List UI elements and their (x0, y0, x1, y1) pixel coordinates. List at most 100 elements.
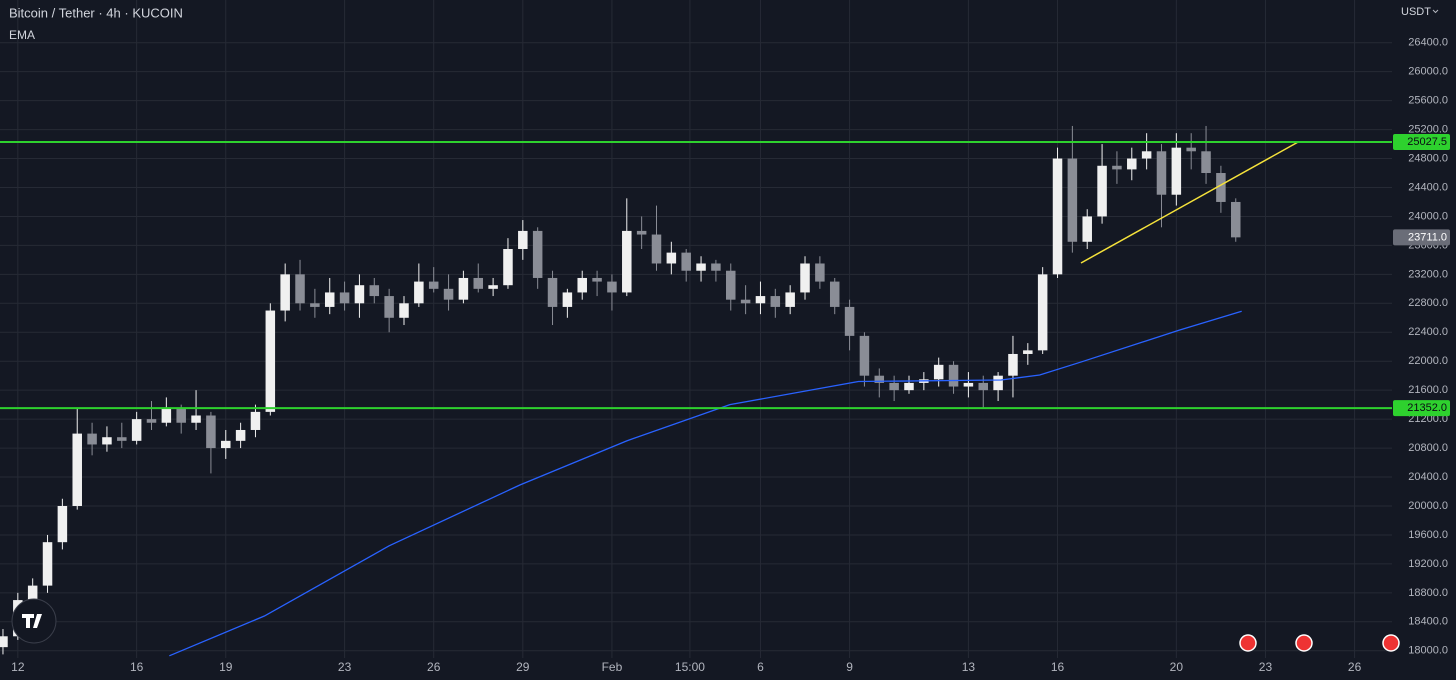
candle-body (666, 252, 677, 264)
candle-body (1082, 216, 1092, 242)
candle-body (443, 288, 454, 300)
candle-body (1127, 158, 1137, 170)
y-tick-label: 24000.0 (1408, 210, 1448, 222)
candle-body (1008, 353, 1018, 376)
candle-body (324, 292, 335, 307)
candle-body (948, 364, 959, 387)
candle-body (1156, 151, 1167, 195)
y-tick-label: 18800.0 (1408, 587, 1448, 599)
candle-body (711, 263, 721, 271)
candle-body (1216, 173, 1226, 202)
x-tick-label: 26 (427, 660, 441, 674)
candle-body (310, 303, 320, 307)
level-price-tag (1393, 400, 1450, 417)
candle-body (280, 274, 290, 311)
x-tick-label: 16 (130, 660, 144, 674)
candle-body (1067, 158, 1078, 242)
candle-body (651, 234, 662, 264)
y-tick-label: 25600.0 (1408, 95, 1448, 107)
candle-body (369, 285, 380, 297)
y-tick-label: 19200.0 (1408, 558, 1448, 570)
candle-body (607, 281, 617, 293)
currency-label[interactable]: USDT (1401, 6, 1431, 18)
candle-body (503, 249, 513, 286)
y-tick-label: 22400.0 (1408, 326, 1448, 338)
candle-body (265, 310, 276, 412)
candle-body (904, 382, 914, 391)
y-tick-label: 18400.0 (1408, 616, 1448, 628)
logo-circle[interactable] (11, 598, 57, 644)
candle-body (117, 437, 127, 441)
candle-body (592, 277, 602, 282)
candle-body (562, 292, 573, 307)
candle-body (176, 408, 186, 423)
candle-body (235, 429, 246, 441)
level-price-label: 21352.0 (1407, 402, 1447, 414)
y-tick-label: 23200.0 (1408, 268, 1448, 280)
plot-area (0, 125, 1392, 657)
ema-line (169, 310, 1242, 657)
y-tick-label: 20800.0 (1408, 442, 1448, 454)
candle-body (726, 270, 736, 300)
candle-body (295, 274, 305, 304)
logo-mark[interactable] (22, 614, 42, 628)
candle-body (963, 382, 974, 387)
logo[interactable] (11, 598, 57, 644)
candle-body (42, 542, 53, 586)
candle-body (57, 505, 68, 543)
candle-body (399, 303, 409, 318)
candle-body (770, 296, 781, 307)
y-tick-label: 25200.0 (1408, 123, 1448, 135)
candle-body (859, 335, 870, 376)
candle-body (1023, 350, 1033, 354)
candle-body (458, 277, 469, 300)
x-tick-label: 12 (11, 660, 25, 674)
level-price-tag (1393, 134, 1450, 151)
event-icons (1239, 634, 1400, 652)
candle-body (206, 415, 216, 449)
candle-body (1097, 165, 1107, 217)
last-price-label: 23711.0 (1408, 231, 1447, 243)
y-tick-label: 24800.0 (1408, 152, 1448, 164)
candle-body (532, 230, 543, 278)
x-tick-label: 9 (846, 660, 853, 674)
candle-body (681, 252, 691, 271)
last-price-tag (1393, 229, 1450, 246)
candle-body (1171, 147, 1182, 195)
price-axis: 18000.0 18400.0 18800.0 19200.0 19600.0 20000… (11, 37, 1448, 675)
candle-body (27, 585, 38, 601)
candle-body (577, 277, 587, 293)
candle-body (250, 411, 261, 430)
candle-body (354, 285, 365, 304)
candle-body (146, 419, 157, 423)
candle-body (473, 277, 484, 289)
candle-body (191, 415, 201, 423)
candle-body (696, 263, 706, 271)
candle-body (785, 292, 795, 307)
x-tick-label: 6 (757, 660, 764, 674)
candle-body (889, 382, 899, 391)
candle-body (414, 281, 424, 304)
candle-body (518, 230, 528, 250)
candle-body (488, 285, 498, 289)
x-tick-label: 23 (1259, 660, 1273, 674)
event-icon[interactable] (1239, 634, 1257, 652)
event-icon[interactable] (1382, 634, 1400, 652)
candle-body (1112, 165, 1122, 170)
candle-body (0, 636, 8, 648)
currency-chevron[interactable] (1432, 9, 1439, 14)
x-tick-label: 29 (516, 660, 530, 674)
indicator-label: EMA (9, 28, 35, 42)
x-tick-label: 26 (1348, 660, 1362, 674)
candle-body (131, 419, 142, 441)
trendline (1080, 141, 1299, 264)
event-icon[interactable] (1295, 634, 1313, 652)
candle-body (221, 440, 231, 449)
y-tick-label: 20000.0 (1408, 500, 1448, 512)
y-tick-label: 22000.0 (1408, 355, 1448, 367)
chart-title: Bitcoin / Tether · 4h · KUCOIN (9, 5, 183, 20)
y-tick-label: 22800.0 (1408, 297, 1448, 309)
y-tick-label: 21600.0 (1408, 384, 1448, 396)
